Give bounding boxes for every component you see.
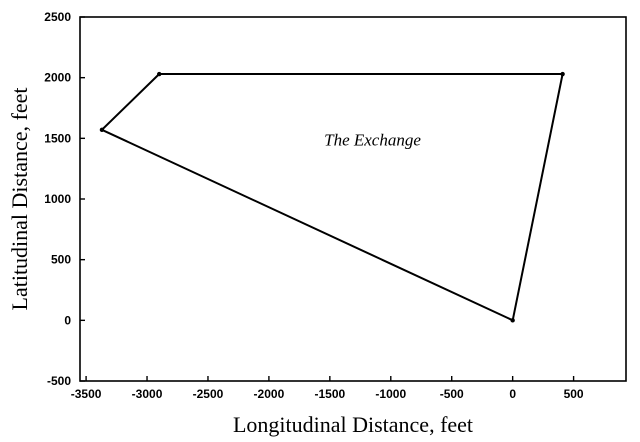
x-tick-label: -3500 bbox=[71, 387, 102, 401]
axis-ticks: -3500 -3000 -2500 -2000 -1500 -1000 -500 0 500 -5… bbox=[44, 10, 584, 401]
vertex-point bbox=[560, 71, 565, 77]
vertex-point bbox=[157, 71, 162, 77]
data-series bbox=[99, 71, 565, 323]
vertex-point bbox=[510, 318, 515, 323]
region-annotation: The Exchange bbox=[324, 131, 421, 150]
y-tick-label: 1500 bbox=[44, 131, 71, 145]
plot-frame bbox=[79, 16, 627, 382]
y-tick-label: 2000 bbox=[44, 71, 71, 85]
y-axis-title: Latitudinal Distance, feet bbox=[7, 88, 32, 311]
x-tick-label: -2000 bbox=[254, 387, 285, 401]
x-tick-label: 500 bbox=[564, 387, 584, 401]
plot-area bbox=[79, 16, 627, 382]
x-tick-label: -1000 bbox=[375, 387, 406, 401]
vertex-point bbox=[99, 127, 105, 133]
y-tick-label: 0 bbox=[64, 313, 71, 327]
y-tick-label: 1000 bbox=[44, 192, 71, 206]
y-tick-label: -500 bbox=[47, 374, 71, 388]
x-tick-label: -3000 bbox=[132, 387, 163, 401]
x-tick-label: 0 bbox=[509, 387, 516, 401]
x-tick-label: -2500 bbox=[193, 387, 224, 401]
boundary-line bbox=[100, 73, 564, 322]
y-tick-label: 500 bbox=[51, 253, 71, 267]
chart-labels: Longitudinal Distance, feet Latitudinal … bbox=[7, 88, 473, 437]
y-tick-label: 2500 bbox=[44, 10, 71, 24]
x-axis-title: Longitudinal Distance, feet bbox=[233, 412, 473, 437]
x-tick-label: -1500 bbox=[314, 387, 345, 401]
x-tick-label: -500 bbox=[440, 387, 464, 401]
